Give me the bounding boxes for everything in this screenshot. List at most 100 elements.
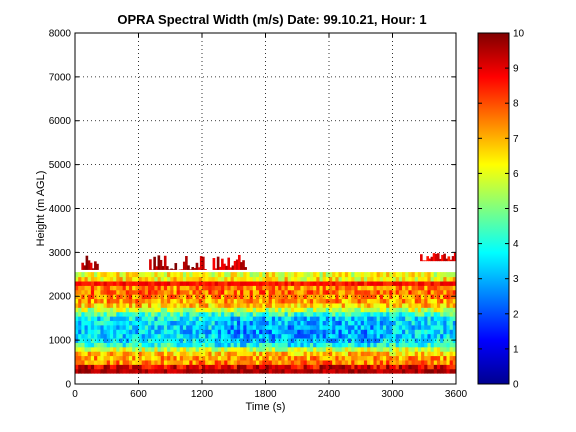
heatmap-cell: [392, 333, 397, 339]
heatmap-cell: [322, 307, 327, 313]
heatmap-cell: [78, 320, 82, 326]
heatmap-cell: [97, 346, 101, 352]
heatmap-cell: [290, 333, 295, 339]
heatmap-cell: [436, 342, 441, 348]
heatmap-cell: [405, 280, 409, 286]
heatmap-cell: [360, 307, 365, 313]
heatmap-cell: [427, 298, 432, 304]
heatmap-cell: [167, 298, 171, 304]
heatmap-cell: [332, 276, 336, 282]
heatmap-cell: [154, 289, 159, 295]
heatmap-cell: [160, 298, 165, 304]
heatmap-cell: [395, 320, 400, 326]
heatmap-cell: [240, 315, 244, 321]
heatmap-cell: [192, 294, 197, 300]
heatmap-cell: [252, 302, 257, 308]
heatmap-cell: [367, 307, 371, 313]
heatmap-cell: [427, 351, 432, 357]
heatmap-cell: [236, 289, 241, 295]
heatmap-cell: [78, 337, 82, 343]
heatmap-cell: [135, 289, 140, 295]
heatmap-cell: [202, 285, 206, 291]
heatmap-cell: [395, 289, 400, 295]
heatmap-cell: [275, 359, 279, 365]
heatmap-cell: [135, 333, 140, 339]
heatmap-cell: [449, 302, 454, 308]
heatmap-cell: [322, 298, 327, 304]
heatmap-cell: [125, 280, 130, 286]
heatmap-cell: [344, 368, 349, 374]
heatmap-cell: [290, 311, 295, 317]
heatmap-cell: [367, 346, 371, 352]
heatmap-cell: [379, 276, 384, 282]
heatmap-cell: [224, 272, 228, 278]
heatmap-cell: [160, 337, 165, 343]
heatmap-cell: [446, 315, 451, 321]
heatmap-cell: [100, 285, 105, 291]
heatmap-cell: [370, 294, 375, 300]
heatmap-cell: [322, 355, 327, 361]
heatmap-cell: [236, 315, 241, 321]
sparse-echo-cell: [163, 255, 167, 270]
heatmap-cell: [265, 276, 270, 282]
heatmap-cell: [90, 307, 95, 313]
heatmap-cell: [259, 346, 263, 352]
heatmap-cell: [421, 368, 425, 374]
sparse-echo-cell: [434, 253, 438, 262]
heatmap-cell: [243, 272, 248, 278]
heatmap-cell: [259, 329, 263, 335]
heatmap-cell: [246, 307, 251, 313]
heatmap-cell: [389, 311, 394, 317]
heatmap-cell: [303, 285, 308, 291]
heatmap-cell: [348, 329, 352, 335]
heatmap-cell: [119, 342, 124, 348]
heatmap-cell: [148, 364, 152, 370]
heatmap-cell: [221, 294, 225, 300]
heatmap-cell: [402, 342, 406, 348]
heatmap-cell: [205, 276, 209, 282]
heatmap-cell: [370, 355, 375, 361]
heatmap-cell: [75, 351, 79, 357]
heatmap-cell: [290, 368, 295, 374]
heatmap-cell: [417, 320, 422, 326]
heatmap-cell: [116, 285, 121, 291]
heatmap-cell: [205, 298, 209, 304]
heatmap-cell: [94, 351, 98, 357]
heatmap-cell: [182, 285, 187, 291]
heatmap-cell: [116, 276, 121, 282]
heatmap-cell: [421, 346, 425, 352]
heatmap-cell: [243, 351, 248, 357]
heatmap-cell: [443, 333, 448, 339]
heatmap-cell: [103, 346, 108, 352]
heatmap-cell: [109, 298, 114, 304]
heatmap-cell: [113, 333, 117, 339]
heatmap-cell: [202, 324, 206, 330]
heatmap-cell: [309, 307, 314, 313]
heatmap-cell: [449, 315, 454, 321]
heatmap-cell: [284, 324, 289, 330]
sparse-echo-cell: [168, 269, 171, 270]
heatmap-cell: [230, 294, 235, 300]
heatmap-cell: [363, 285, 368, 291]
heatmap-cell: [319, 346, 324, 352]
heatmap-cell: [335, 298, 340, 304]
heatmap-cell: [81, 346, 86, 352]
heatmap-cell: [408, 324, 413, 330]
heatmap-cell: [182, 368, 187, 374]
heatmap-cell: [227, 276, 232, 282]
heatmap-cell: [306, 272, 311, 278]
heatmap-cell: [246, 276, 251, 282]
heatmap-cell: [433, 368, 438, 374]
heatmap-cell: [427, 315, 432, 321]
heatmap-cell: [309, 324, 314, 330]
heatmap-cell: [278, 324, 282, 330]
heatmap-cell: [109, 329, 114, 335]
heatmap-cell: [373, 342, 378, 348]
heatmap-cell: [265, 289, 270, 295]
heatmap-cell: [357, 302, 362, 308]
heatmap-cell: [370, 329, 375, 335]
heatmap-cell: [386, 346, 390, 352]
heatmap-cell: [205, 351, 209, 357]
heatmap-cell: [205, 289, 209, 295]
heatmap-cell: [341, 342, 346, 348]
